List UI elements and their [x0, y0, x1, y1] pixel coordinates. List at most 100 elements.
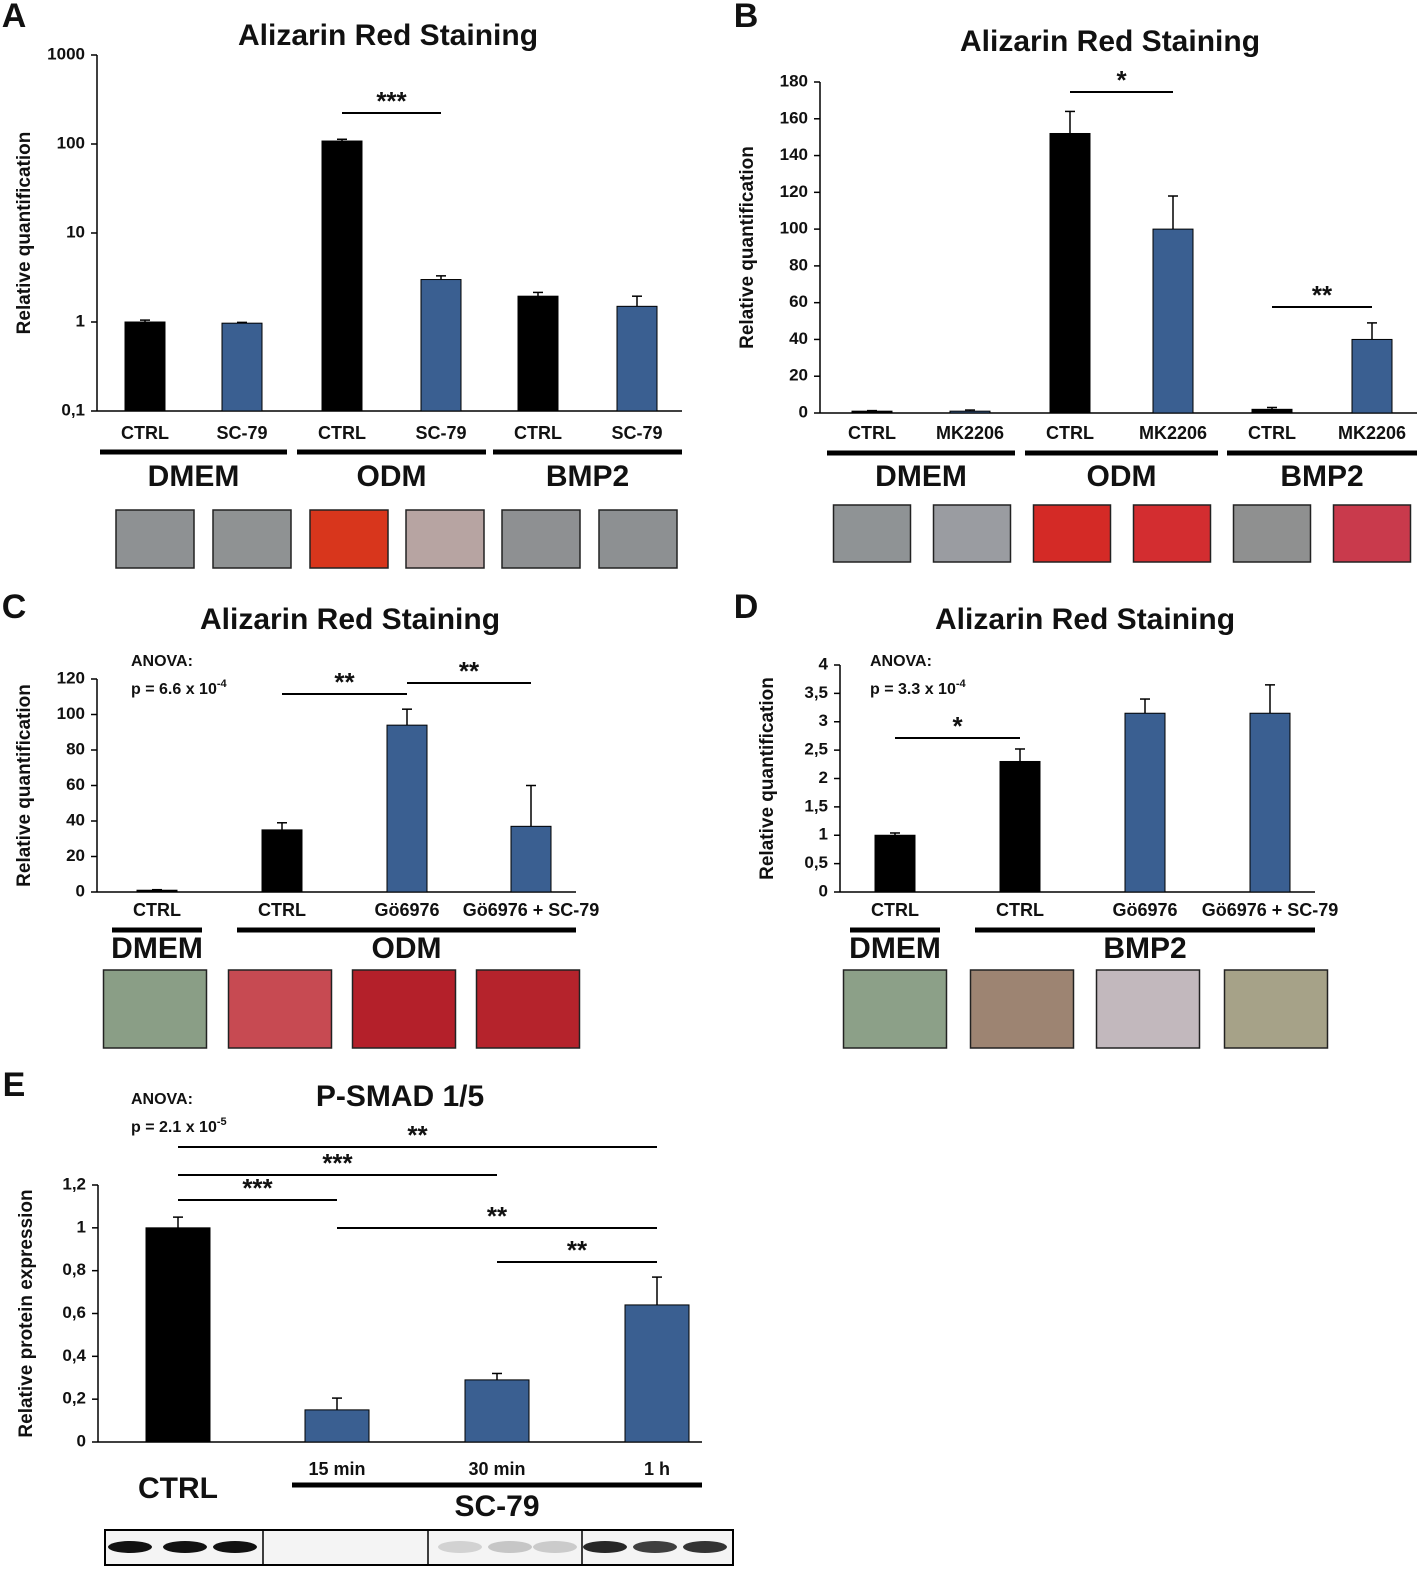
x-tick-label: CTRL	[1046, 423, 1094, 443]
group-label: SC-79	[454, 1490, 539, 1523]
y-tick-label: 20	[66, 846, 85, 865]
y-tick-label: 100	[57, 704, 85, 723]
anova-p-value: p = 3.3 x 10	[870, 681, 956, 698]
panel-1: B Alizarin Red Staining Relative quantific…	[734, 0, 1417, 563]
x-tick-label: CTRL	[848, 423, 896, 443]
significance-label: **	[487, 1201, 508, 1231]
anova-p-value: p = 2.1 x 10	[131, 1119, 217, 1136]
x-tick-label: CTRL	[871, 900, 919, 920]
y-tick-label: 0,4	[62, 1346, 86, 1365]
y-tick-label: 1	[819, 825, 828, 844]
bar	[1049, 132, 1091, 414]
y-tick-label: 160	[780, 108, 808, 127]
bar	[1249, 712, 1291, 893]
y-tick-label: 60	[789, 292, 808, 311]
y-tick-label: 0	[76, 881, 85, 900]
stain-image	[832, 504, 912, 563]
group-label: ODM	[357, 460, 427, 493]
bar	[999, 760, 1041, 893]
anova-exponent: -4	[956, 678, 967, 690]
group-label: DMEM	[111, 932, 203, 965]
y-tick-label: 3,5	[804, 683, 828, 702]
y-tick-label: 40	[66, 810, 85, 829]
bar	[949, 410, 991, 414]
x-tick-label: Gö6976	[374, 900, 439, 920]
anova-p-value: p = 6.6 x 10	[131, 681, 217, 698]
blot-band	[438, 1541, 482, 1553]
blot-band	[213, 1541, 257, 1553]
x-tick-label: CTRL	[1248, 423, 1296, 443]
y-tick-label: 0	[799, 402, 808, 421]
group-label: DMEM	[849, 932, 941, 965]
y-tick-label: 0,2	[62, 1389, 86, 1408]
anova-p: p = 2.1 x 10-5	[131, 1116, 227, 1136]
x-tick-label: CTRL	[133, 900, 181, 920]
bar	[145, 1227, 211, 1443]
x-tick-label: CTRL	[514, 423, 562, 443]
bar	[616, 305, 658, 412]
y-tick-label: 0	[77, 1431, 86, 1450]
y-axis-label: Relative quantification	[14, 132, 35, 335]
y-tick-label: 180	[780, 71, 808, 90]
y-tick-label: 3	[819, 711, 828, 730]
bar	[136, 889, 178, 893]
y-tick-label: 0,5	[804, 853, 828, 872]
stain-image	[227, 969, 333, 1049]
group-label: DMEM	[875, 460, 967, 493]
stain-image	[1095, 969, 1201, 1049]
y-tick-label: 20	[789, 366, 808, 385]
stain-image	[1032, 504, 1112, 563]
stain-image	[842, 969, 948, 1049]
anova-label: ANOVA:	[131, 1091, 193, 1108]
y-tick-label: 2,5	[804, 740, 828, 759]
blot-band	[683, 1541, 727, 1553]
panel-2: C Alizarin Red Staining Relative quantific…	[2, 588, 599, 1049]
panel-letter: A	[2, 0, 27, 35]
panel-letter: C	[2, 588, 27, 626]
y-tick-label: 100	[57, 133, 85, 152]
y-tick-label: 0,6	[62, 1303, 86, 1322]
x-tick-label: SC-79	[611, 423, 662, 443]
stain-image	[102, 969, 208, 1049]
blot-band	[488, 1541, 532, 1553]
bar	[1124, 712, 1166, 893]
bar	[1251, 408, 1293, 414]
y-tick-label: 0,8	[62, 1260, 86, 1279]
x-tick-label: CTRL	[996, 900, 1044, 920]
y-axis-label: Relative protein expression	[16, 1189, 37, 1437]
stain-image	[1132, 504, 1212, 563]
panel-4: E P-SMAD 1/5 Relative protein expression 0 0…	[3, 1066, 734, 1566]
significance-label: ***	[376, 86, 407, 116]
stain-image	[969, 969, 1075, 1049]
bar	[304, 1409, 370, 1443]
anova-label: ANOVA:	[131, 653, 193, 670]
stain-image	[212, 509, 292, 569]
y-tick-label: 1,5	[804, 796, 828, 815]
stain-image	[309, 509, 389, 569]
blot-band	[633, 1541, 677, 1553]
significance-label: **	[567, 1235, 588, 1265]
y-tick-label: 1,2	[62, 1174, 86, 1193]
significance-label: **	[407, 1120, 428, 1150]
stain-image	[405, 509, 485, 569]
bar	[624, 1304, 690, 1443]
significance-label: *	[952, 711, 963, 741]
x-tick-label: Gö6976 + SC-79	[1202, 900, 1339, 920]
y-tick-label: 80	[789, 255, 808, 274]
blot-band	[533, 1541, 577, 1553]
western-blot	[104, 1529, 734, 1566]
y-tick-label: 1	[76, 311, 85, 330]
group-label: BMP2	[546, 460, 629, 493]
x-tick-label: CTRL	[258, 900, 306, 920]
stain-image	[351, 969, 457, 1049]
anova-label: ANOVA:	[870, 653, 932, 670]
bar	[261, 829, 303, 893]
y-tick-label: 0	[819, 881, 828, 900]
y-axis-label: Relative quantification	[737, 146, 758, 349]
panel-letter: E	[3, 1066, 26, 1104]
group-label: DMEM	[148, 460, 240, 493]
y-tick-label: 4	[819, 654, 829, 673]
significance-label: ***	[242, 1173, 273, 1203]
blot-band	[108, 1541, 152, 1553]
